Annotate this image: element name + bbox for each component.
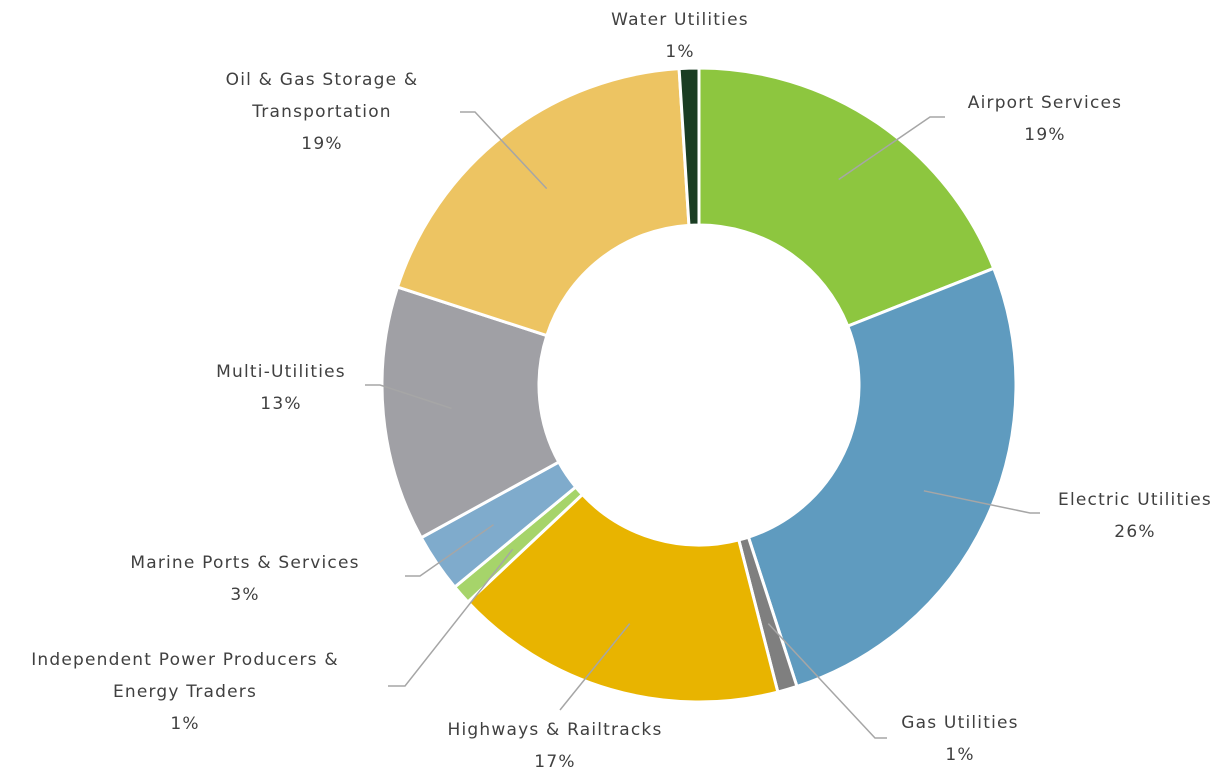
value-label: 13% <box>260 394 302 414</box>
data-label: Independent Power Producers & Energy Tra… <box>5 644 365 740</box>
category-label: Multi-Utilities <box>216 362 346 382</box>
leader-line <box>767 623 887 739</box>
donut-slice <box>746 266 1018 689</box>
donut-slice <box>465 492 780 704</box>
donut-slice <box>677 66 701 227</box>
data-label: Electric Utilities 26% <box>1005 484 1230 548</box>
donut-slice <box>395 67 691 338</box>
data-label: Multi-Utilities 13% <box>181 356 381 420</box>
value-label: 19% <box>301 134 343 154</box>
category-label: Electric Utilities <box>1058 490 1212 510</box>
data-label: Highways & Railtracks 17% <box>405 714 705 778</box>
value-label: 1% <box>170 714 200 734</box>
category-label: Water Utilities <box>611 10 749 30</box>
category-label: Airport Services <box>967 93 1123 113</box>
category-label: Marine Ports & Services <box>130 553 360 573</box>
leader-line <box>388 548 514 687</box>
category-label: Highways & Railtracks <box>447 720 663 740</box>
category-label: Oil & Gas Storage & Transportation <box>225 70 419 122</box>
leader-line <box>838 116 945 181</box>
data-label: Oil & Gas Storage & Transportation 19% <box>215 64 430 160</box>
data-label: Water Utilities 1% <box>580 4 780 68</box>
value-label: 3% <box>230 585 260 605</box>
value-label: 1% <box>945 745 975 765</box>
value-label: 19% <box>1024 125 1066 145</box>
data-label: Gas Utilities 1% <box>860 707 1060 771</box>
value-label: 17% <box>534 752 576 772</box>
category-label: Independent Power Producers & Energy Tra… <box>31 650 339 702</box>
leader-line <box>559 623 631 711</box>
value-label: 1% <box>665 42 695 62</box>
category-label: Gas Utilities <box>901 713 1019 733</box>
data-label: Marine Ports & Services 3% <box>95 547 395 611</box>
value-label: 26% <box>1114 522 1156 542</box>
data-label: Airport Services 19% <box>895 87 1195 151</box>
leader-line <box>923 490 1040 514</box>
leader-line <box>405 524 494 577</box>
leader-line <box>365 384 452 410</box>
leader-line <box>460 111 548 190</box>
donut-slice <box>697 66 996 329</box>
donut-slice <box>380 285 561 540</box>
